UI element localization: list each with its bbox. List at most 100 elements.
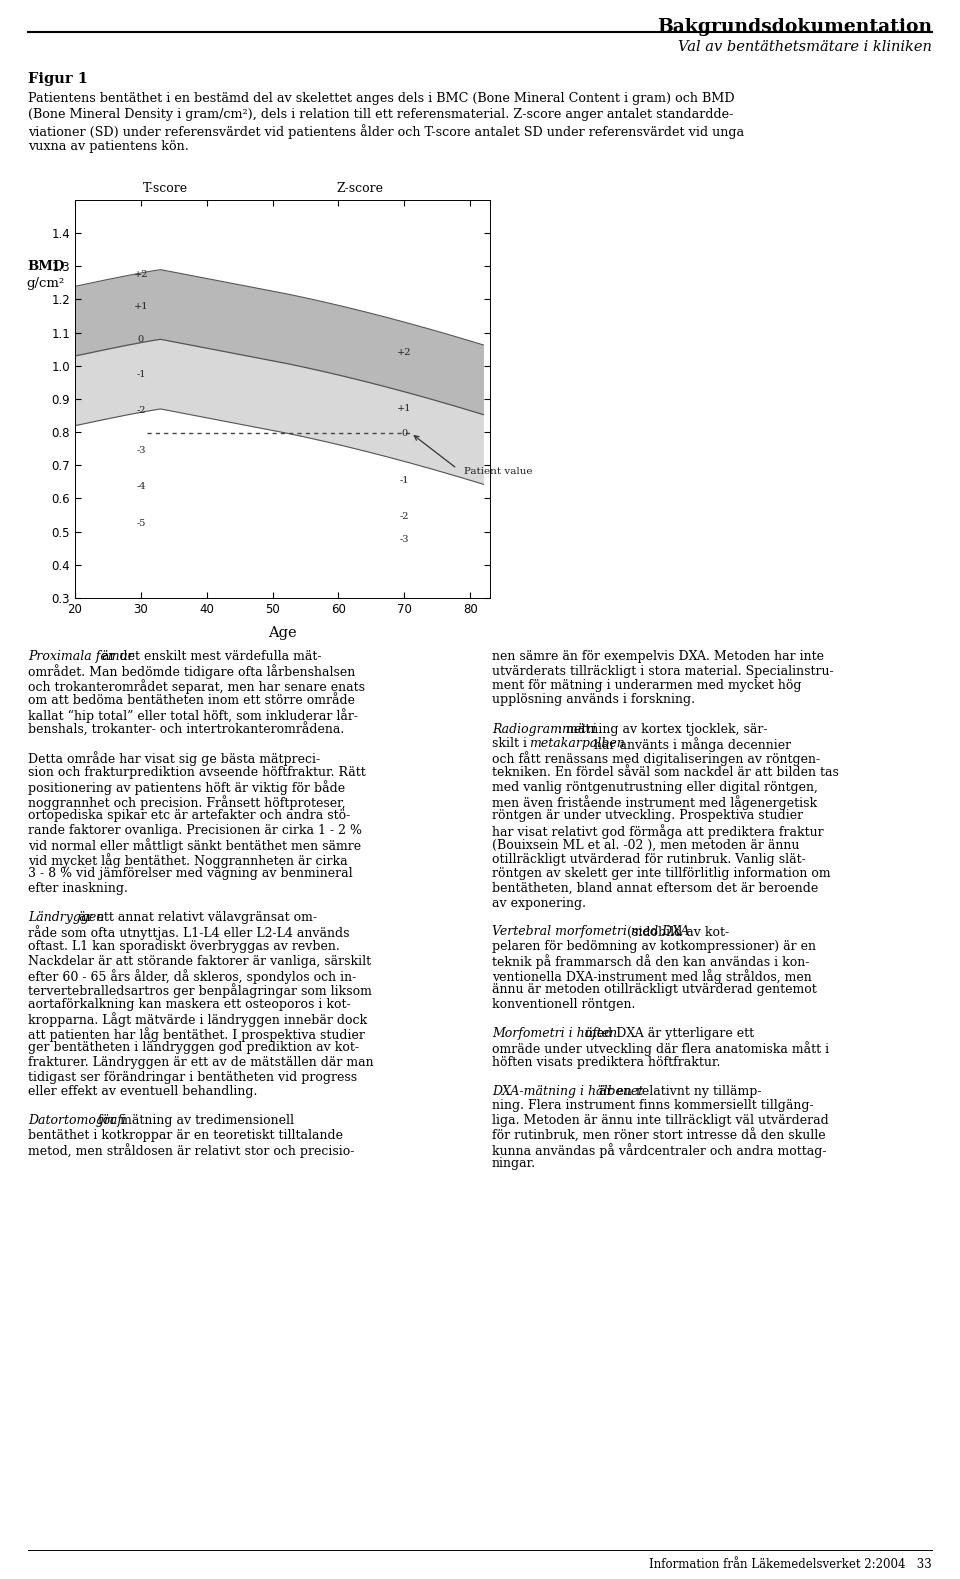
Text: DXA-mätning i hälbenet: DXA-mätning i hälbenet bbox=[492, 1085, 643, 1097]
Text: ventionella DXA-instrument med låg stråldos, men: ventionella DXA-instrument med låg strål… bbox=[492, 970, 812, 984]
Text: efter 60 - 65 års ålder, då skleros, spondylos och in-: efter 60 - 65 års ålder, då skleros, spo… bbox=[28, 970, 356, 984]
Text: skilt i: skilt i bbox=[492, 737, 531, 750]
Text: sion och frakturprediktion avseende höftfraktur. Rätt: sion och frakturprediktion avseende höft… bbox=[28, 766, 366, 778]
Text: området. Man bedömde tidigare ofta lårbenshalsen: området. Man bedömde tidigare ofta lårbe… bbox=[28, 665, 355, 679]
Text: kropparna. Lågt mätvärde i ländryggen innebär dock: kropparna. Lågt mätvärde i ländryggen in… bbox=[28, 1012, 367, 1028]
Text: är det enskilt mest värdefulla mät-: är det enskilt mest värdefulla mät- bbox=[98, 651, 322, 663]
Text: BMD: BMD bbox=[28, 261, 65, 273]
Text: Patientens bentäthet i en bestämd del av skelettet anges dels i BMC (Bone Minera: Patientens bentäthet i en bestämd del av… bbox=[28, 92, 734, 104]
Text: rande faktorer ovanliga. Precisionen är cirka 1 - 2 %: rande faktorer ovanliga. Precisionen är … bbox=[28, 824, 362, 837]
Text: Morfometri i höften: Morfometri i höften bbox=[492, 1026, 617, 1041]
Text: ment för mätning i underarmen med mycket hög: ment för mätning i underarmen med mycket… bbox=[492, 679, 802, 692]
Text: viationer (SD) under referensvärdet vid patientens ålder och T-score antalet SD : viationer (SD) under referensvärdet vid … bbox=[28, 125, 744, 139]
Text: röntgen av skelett ger inte tillförlitlig information om: röntgen av skelett ger inte tillförlitli… bbox=[492, 867, 830, 881]
Text: och trokanterområdet separat, men har senare enats: och trokanterområdet separat, men har se… bbox=[28, 679, 365, 693]
Text: är en relativnt ny tillämp-: är en relativnt ny tillämp- bbox=[595, 1085, 761, 1097]
Text: Radiogrammetri: Radiogrammetri bbox=[492, 723, 596, 736]
Text: ortopediska spikar etc är artefakter och andra stö-: ortopediska spikar etc är artefakter och… bbox=[28, 810, 350, 823]
Text: Detta område har visat sig ge bästa mätpreci-: Detta område har visat sig ge bästa mätp… bbox=[28, 752, 320, 766]
Text: 3 - 8 % vid jämförelser med vägning av benmineral: 3 - 8 % vid jämförelser med vägning av b… bbox=[28, 867, 352, 881]
Text: är ett annat relativt välavgränsat om-: är ett annat relativt välavgränsat om- bbox=[75, 911, 317, 924]
Text: Vertebral morfometri med DXA: Vertebral morfometri med DXA bbox=[492, 925, 689, 938]
Text: teknik på frammarsch då den kan användas i kon-: teknik på frammarsch då den kan användas… bbox=[492, 954, 809, 970]
Text: (Bouixsein ML et al. -02 ), men metoden är ännu: (Bouixsein ML et al. -02 ), men metoden … bbox=[492, 838, 800, 851]
Text: metod, men stråldosen är relativt stor och precisio-: metod, men stråldosen är relativt stor o… bbox=[28, 1143, 354, 1157]
Text: har visat relativt god förmåga att prediktera fraktur: har visat relativt god förmåga att predi… bbox=[492, 824, 824, 838]
Text: tekniken. En fördel såväl som nackdel är att bilden tas: tekniken. En fördel såväl som nackdel är… bbox=[492, 766, 839, 778]
Text: -4: -4 bbox=[136, 483, 146, 491]
Text: bentätheten, bland annat eftersom det är beroende: bentätheten, bland annat eftersom det är… bbox=[492, 883, 818, 895]
Text: vuxna av patientens kön.: vuxna av patientens kön. bbox=[28, 141, 189, 153]
Text: frakturer. Ländryggen är ett av de mätställen där man: frakturer. Ländryggen är ett av de mätst… bbox=[28, 1056, 373, 1069]
Text: pelaren för bedömning av kotkompressioner) är en: pelaren för bedömning av kotkompressione… bbox=[492, 940, 816, 954]
Text: Information från Läkemedelsverket 2:2004   33: Information från Läkemedelsverket 2:2004… bbox=[649, 1558, 932, 1571]
Text: ger bentätheten i ländryggen god prediktion av kot-: ger bentätheten i ländryggen god predikt… bbox=[28, 1042, 359, 1055]
Text: : mätning av kortex tjocklek, sär-: : mätning av kortex tjocklek, sär- bbox=[558, 723, 767, 736]
Text: (sidobild av kot-: (sidobild av kot- bbox=[623, 925, 730, 938]
Text: Ländryggen: Ländryggen bbox=[28, 911, 105, 924]
Text: har använts i många decennier: har använts i många decennier bbox=[590, 737, 791, 752]
Text: -1: -1 bbox=[136, 369, 146, 379]
Text: (Bone Mineral Density i gram/cm²), dels i relation till ett referensmaterial. Z-: (Bone Mineral Density i gram/cm²), dels … bbox=[28, 107, 733, 122]
Text: T-score: T-score bbox=[142, 182, 187, 194]
Text: kunna användas på vårdcentraler och andra mottag-: kunna användas på vårdcentraler och andr… bbox=[492, 1143, 827, 1157]
Text: otillräckligt utvärderad för rutinbruk. Vanlig slät-: otillräckligt utvärderad för rutinbruk. … bbox=[492, 853, 805, 865]
Text: bentäthet i kotkroppar är en teoretiskt tilltalande: bentäthet i kotkroppar är en teoretiskt … bbox=[28, 1129, 343, 1142]
Text: råde som ofta utnyttjas. L1-L4 eller L2-L4 används: råde som ofta utnyttjas. L1-L4 eller L2-… bbox=[28, 925, 349, 941]
Text: Age: Age bbox=[268, 625, 297, 639]
Text: ningar.: ningar. bbox=[492, 1157, 536, 1170]
Text: med DXA är ytterligare ett: med DXA är ytterligare ett bbox=[581, 1026, 754, 1041]
Text: att patienten har låg bentäthet. I prospektiva studier: att patienten har låg bentäthet. I prosp… bbox=[28, 1026, 365, 1042]
Text: noggrannhet och precision. Frånsett höftproteser,: noggrannhet och precision. Frånsett höft… bbox=[28, 794, 346, 810]
Text: efter inaskning.: efter inaskning. bbox=[28, 883, 128, 895]
Text: tidigast ser förändringar i bentätheten vid progress: tidigast ser förändringar i bentätheten … bbox=[28, 1071, 357, 1083]
Text: +1: +1 bbox=[133, 302, 148, 311]
Text: -3: -3 bbox=[136, 445, 146, 455]
Text: -5: -5 bbox=[136, 519, 146, 527]
Text: nen sämre än för exempelvis DXA. Metoden har inte: nen sämre än för exempelvis DXA. Metoden… bbox=[492, 651, 824, 663]
Text: kallat “hip total” eller total höft, som inkluderar lår-: kallat “hip total” eller total höft, som… bbox=[28, 707, 358, 723]
Text: ännu är metoden otillräckligt utvärderad gentemot: ännu är metoden otillräckligt utvärderad… bbox=[492, 984, 817, 996]
Text: -3: -3 bbox=[399, 535, 409, 545]
Text: men även fristående instrument med lågenergetisk: men även fristående instrument med lågen… bbox=[492, 794, 817, 810]
Text: benshals, trokanter- och intertrokanterområdena.: benshals, trokanter- och intertrokantero… bbox=[28, 723, 345, 737]
Text: eller effekt av eventuell behandling.: eller effekt av eventuell behandling. bbox=[28, 1085, 257, 1097]
Text: Bakgrundsdokumentation: Bakgrundsdokumentation bbox=[657, 17, 932, 36]
Text: -2: -2 bbox=[136, 406, 146, 415]
Text: röntgen är under utveckling. Prospektiva studier: röntgen är under utveckling. Prospektiva… bbox=[492, 810, 804, 823]
Text: ning. Flera instrument finns kommersiellt tillgäng-: ning. Flera instrument finns kommersiell… bbox=[492, 1099, 814, 1113]
Text: metakarpalben: metakarpalben bbox=[530, 737, 625, 750]
Text: Z-score: Z-score bbox=[337, 182, 383, 194]
Text: tervertebralledsartros ger benpålagringar som liksom: tervertebralledsartros ger benpålagringa… bbox=[28, 984, 372, 998]
Text: positionering av patientens höft är viktig för både: positionering av patientens höft är vikt… bbox=[28, 780, 346, 796]
Text: +2: +2 bbox=[133, 270, 148, 279]
Text: av exponering.: av exponering. bbox=[492, 897, 586, 910]
Text: -1: -1 bbox=[399, 475, 409, 485]
Text: +1: +1 bbox=[397, 404, 412, 414]
Text: Val av bentäthetsmätare i kliniken: Val av bentäthetsmätare i kliniken bbox=[678, 39, 932, 54]
Text: liga. Metoden är ännu inte tillräckligt väl utvärderad: liga. Metoden är ännu inte tillräckligt … bbox=[492, 1115, 828, 1127]
Text: höften visats prediktera höftfraktur.: höften visats prediktera höftfraktur. bbox=[492, 1056, 720, 1069]
Text: omräde under utveckling där flera anatomiska mått i: omräde under utveckling där flera anatom… bbox=[492, 1042, 829, 1056]
Text: +2: +2 bbox=[397, 347, 412, 357]
Text: Patient value: Patient value bbox=[464, 467, 532, 477]
Text: oftast. L1 kan sporadiskt överbryggas av revben.: oftast. L1 kan sporadiskt överbryggas av… bbox=[28, 940, 340, 954]
Text: med vanlig röntgenutrustning eller digital röntgen,: med vanlig röntgenutrustning eller digit… bbox=[492, 780, 818, 794]
Text: Figur 1: Figur 1 bbox=[28, 73, 88, 85]
Text: aortaförkalkning kan maskera ett osteoporos i kot-: aortaförkalkning kan maskera ett osteopo… bbox=[28, 998, 350, 1011]
Text: för mätning av tredimensionell: för mätning av tredimensionell bbox=[93, 1115, 294, 1127]
Text: Proximala femur: Proximala femur bbox=[28, 651, 133, 663]
Text: -2: -2 bbox=[399, 512, 409, 521]
Text: Datortomografi: Datortomografi bbox=[28, 1115, 126, 1127]
Text: 0: 0 bbox=[401, 429, 407, 439]
Text: och fått renässans med digitaliseringen av röntgen-: och fått renässans med digitaliseringen … bbox=[492, 752, 820, 766]
Text: g/cm²: g/cm² bbox=[27, 276, 65, 291]
Text: vid normal eller måttligt sänkt bentäthet men sämre: vid normal eller måttligt sänkt bentäthe… bbox=[28, 838, 361, 853]
Text: konventionell röntgen.: konventionell röntgen. bbox=[492, 998, 636, 1011]
Text: Nackdelar är att störande faktorer är vanliga, särskilt: Nackdelar är att störande faktorer är va… bbox=[28, 954, 372, 968]
Text: upplösning används i forskning.: upplösning används i forskning. bbox=[492, 693, 695, 706]
Text: för rutinbruk, men röner stort intresse då den skulle: för rutinbruk, men röner stort intresse … bbox=[492, 1129, 826, 1143]
Text: 0: 0 bbox=[138, 335, 144, 344]
Text: utvärderats tillräckligt i stora material. Specialinstru-: utvärderats tillräckligt i stora materia… bbox=[492, 665, 833, 677]
Text: vid mycket låg bentäthet. Noggrannheten är cirka: vid mycket låg bentäthet. Noggrannheten … bbox=[28, 853, 348, 868]
